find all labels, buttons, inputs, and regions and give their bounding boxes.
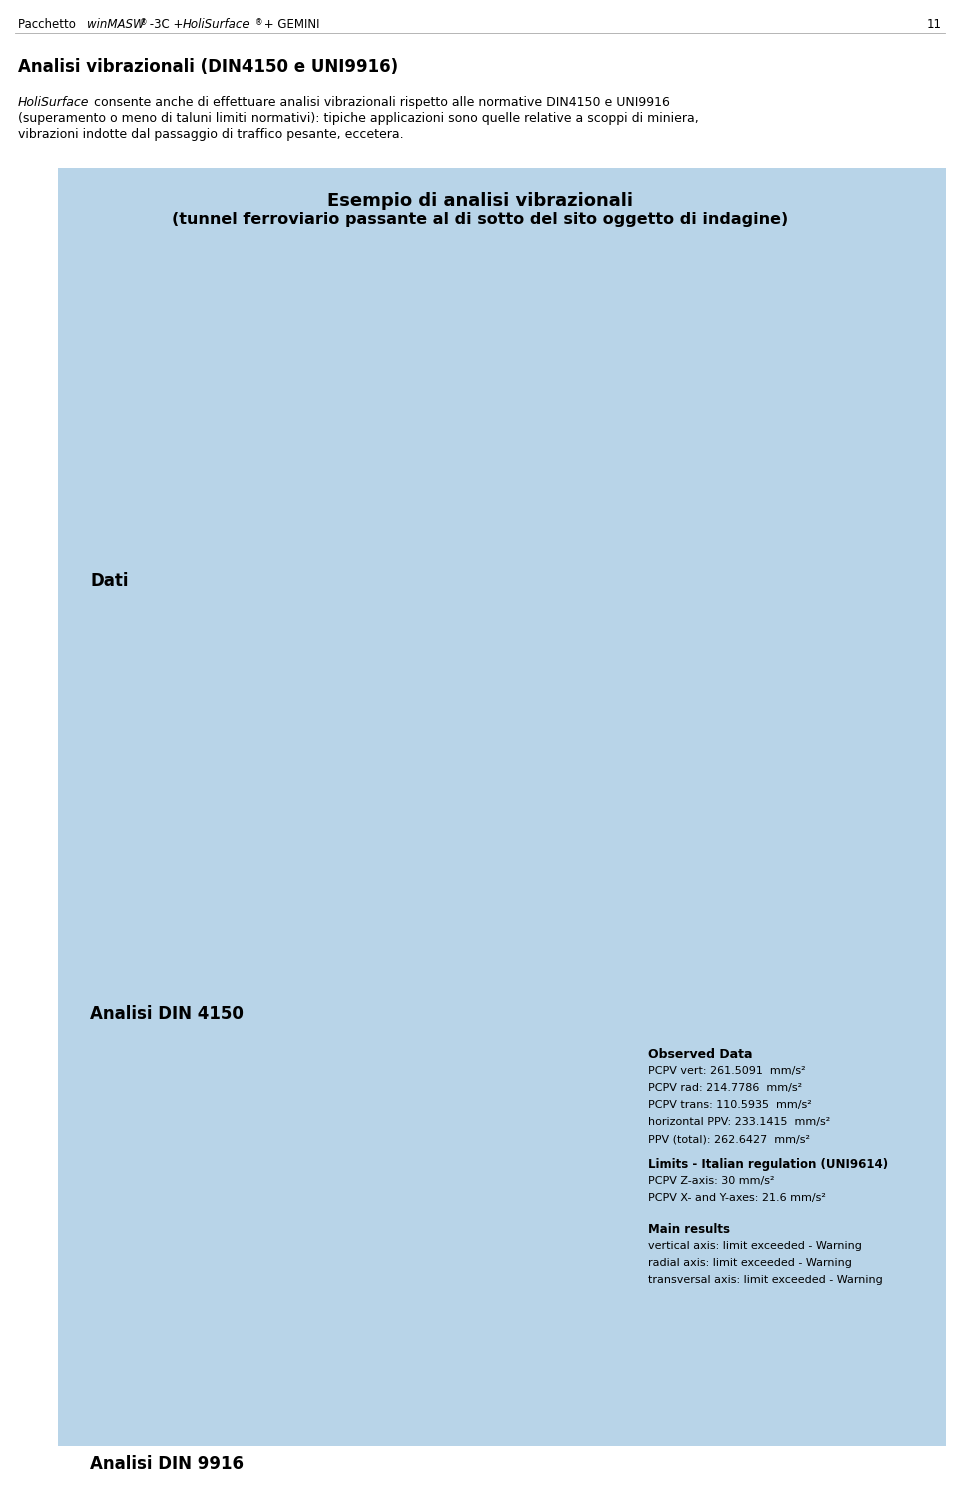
Y-axis label: mm/s: mm/s [405, 899, 411, 915]
rad [794, 626, 805, 643]
Title: vertical: zero-mean & detrended data: vertical: zero-mean & detrended data [699, 416, 777, 419]
rad [335, 713, 347, 731]
rad [872, 640, 883, 658]
rad [769, 623, 780, 640]
vert [648, 651, 660, 669]
Text: winMASW: winMASW [87, 18, 145, 31]
trans [734, 632, 746, 649]
Line: trans: trans [305, 636, 877, 715]
Text: Esempio di analisi vibrazionali: Esempio di analisi vibrazionali [327, 192, 633, 210]
Text: Analisi vibrazionali (DIN4150 e UNI9916): Analisi vibrazionali (DIN4150 e UNI9916) [18, 58, 398, 76]
Text: Dati: Dati [90, 572, 129, 590]
Title: zero-mean & detrended data: zero-mean & detrended data [515, 242, 595, 247]
trans [633, 637, 644, 655]
rad [303, 725, 315, 743]
Text: Analisi DIN 4150: Analisi DIN 4150 [90, 1005, 244, 1022]
Legend: rad, trans, vert: rad, trans, vert [307, 597, 330, 614]
Text: (superamento o meno di taluni limiti normativi): tipiche applicazioni sono quell: (superamento o meno di taluni limiti nor… [18, 111, 699, 125]
Line: vert: vert [305, 652, 877, 715]
trans [872, 661, 883, 679]
Text: HoliSurface: HoliSurface [183, 18, 251, 31]
Text: Limits - Italian regulation (UNI9614): Limits - Italian regulation (UNI9614) [648, 1158, 888, 1171]
Text: ®: ® [255, 18, 262, 27]
Text: -3C +: -3C + [146, 18, 187, 31]
Text: consente anche di effettuare analisi vibrazionali rispetto alle normative DIN415: consente anche di effettuare analisi vib… [90, 97, 670, 108]
Text: Observed Data: Observed Data [648, 1048, 753, 1061]
Text: Pacchetto: Pacchetto [18, 18, 80, 31]
rad [664, 639, 676, 657]
X-axis label: time (s): time (s) [455, 1440, 474, 1444]
Text: vibrazioni indotte dal passaggio di traffico pesante, eccetera.: vibrazioni indotte dal passaggio di traf… [18, 128, 403, 141]
Bar [58, 168, 946, 1446]
trans [715, 627, 727, 645]
trans [647, 636, 659, 654]
Text: HoliSurface: HoliSurface [18, 97, 89, 108]
Text: Analisi DIN 9916: Analisi DIN 9916 [90, 1455, 244, 1473]
X-axis label: frequency (Hz): frequency (Hz) [588, 802, 628, 807]
X-axis label: time (ms): time (ms) [521, 580, 541, 584]
Text: DIN 4150-3-Structures class 2: DIN 4150-3-Structures class 2 [501, 880, 555, 883]
Title: radial: zero-mean & detrended data: radial: zero-mean & detrended data [287, 416, 361, 419]
Text: DIN 4150-3-Structures class 3: DIN 4150-3-Structures class 3 [501, 889, 555, 893]
trans [664, 635, 676, 652]
Text: transversal axis: limit exceeded - Warning: transversal axis: limit exceeded - Warni… [648, 1275, 883, 1285]
Text: (tunnel ferroviario passante al di sotto del sito oggetto di indagine): (tunnel ferroviario passante al di sotto… [172, 212, 788, 227]
Text: PCPV rad: 214.7786  mm/s²: PCPV rad: 214.7786 mm/s² [648, 1083, 803, 1094]
Text: PPV (total): 262.6427  mm/s²: PPV (total): 262.6427 mm/s² [648, 1134, 810, 1144]
Bar [763, 706, 910, 731]
vert [794, 651, 805, 669]
X-axis label: time (ms): time (ms) [543, 412, 567, 416]
X-axis label: time (s): time (s) [455, 1159, 474, 1165]
Text: DIN 4150-3-Structures class 1: DIN 4150-3-Structures class 1 [501, 853, 555, 857]
rad [633, 642, 644, 660]
Text: + GEMINI: + GEMINI [260, 18, 320, 31]
trans [300, 704, 311, 722]
Title: radial acceleration: radial acceleration [436, 1164, 494, 1169]
rad [647, 640, 659, 658]
Y-axis label: mm/s: mm/s [280, 682, 285, 698]
Legend: radial, transversal, vertical: radial, transversal, vertical [852, 250, 883, 266]
Text: PCPV vert: 261.5091  mm/s²: PCPV vert: 261.5091 mm/s² [648, 1065, 805, 1076]
X-axis label: time (ms): time (ms) [728, 580, 748, 584]
Y-axis label: mm/s²: mm/s² [286, 1080, 291, 1097]
vert [665, 649, 677, 667]
Title: transversal acceleration: transversal acceleration [427, 1303, 503, 1309]
rad [300, 722, 311, 740]
Text: acoustic frequencies: acoustic frequencies [815, 715, 867, 718]
trans [335, 695, 347, 713]
X-axis label: time (s): time (s) [455, 1300, 474, 1305]
Legend: vertical, radial, transversal: vertical, radial, transversal [432, 982, 465, 999]
vert [634, 645, 645, 663]
X-axis label: time (ms): time (ms) [314, 580, 334, 584]
trans [794, 637, 805, 655]
Title: DIN 4150 Analysis: DIN 4150 Analysis [646, 807, 709, 813]
Text: horizontal PPV: 233.1415  mm/s²: horizontal PPV: 233.1415 mm/s² [648, 1117, 830, 1126]
Y-axis label: mm/s²: mm/s² [286, 1221, 291, 1236]
X-axis label: frequency (Hz): frequency (Hz) [658, 1016, 698, 1022]
Text: radial axis: limit exceeded - Warning: radial axis: limit exceeded - Warning [648, 1259, 852, 1268]
vert [320, 706, 331, 724]
vert [300, 700, 311, 718]
Text: 11: 11 [927, 18, 942, 31]
Text: Main results: Main results [648, 1223, 730, 1236]
Text: PCPV trans: 110.5935  mm/s²: PCPV trans: 110.5935 mm/s² [648, 1100, 812, 1110]
rad [734, 630, 746, 648]
Line: rad: rad [305, 632, 877, 734]
Text: PCPV X- and Y-axes: 21.6 mm/s²: PCPV X- and Y-axes: 21.6 mm/s² [648, 1193, 826, 1204]
Title: passivo_notte_5minuti_treno_0130430_054.SAF (256Hz; 84.8477 secondi) - Amplitude: passivo_notte_5minuti_treno_0130430_054.… [491, 588, 724, 594]
Y-axis label: mm/s: mm/s [618, 487, 622, 499]
Y-axis label: mm/s²: mm/s² [286, 1361, 291, 1378]
Title: transversal: zero-mean & detrended data: transversal: zero-mean & detrended data [489, 416, 574, 419]
Title: vertical acceleration: vertical acceleration [433, 1024, 497, 1028]
Text: vertical axis: limit exceeded - Warning: vertical axis: limit exceeded - Warning [648, 1241, 862, 1251]
trans [300, 706, 312, 724]
Text: PCPV Z-axis: 30 mm/s²: PCPV Z-axis: 30 mm/s² [648, 1175, 775, 1186]
vert [734, 652, 746, 670]
Y-axis label: mm/s: mm/s [204, 487, 208, 499]
vert [872, 660, 883, 678]
vert [335, 700, 347, 718]
Text: ®: ® [140, 18, 148, 27]
vert [633, 643, 644, 661]
Y-axis label: mm/s: mm/s [411, 487, 415, 499]
